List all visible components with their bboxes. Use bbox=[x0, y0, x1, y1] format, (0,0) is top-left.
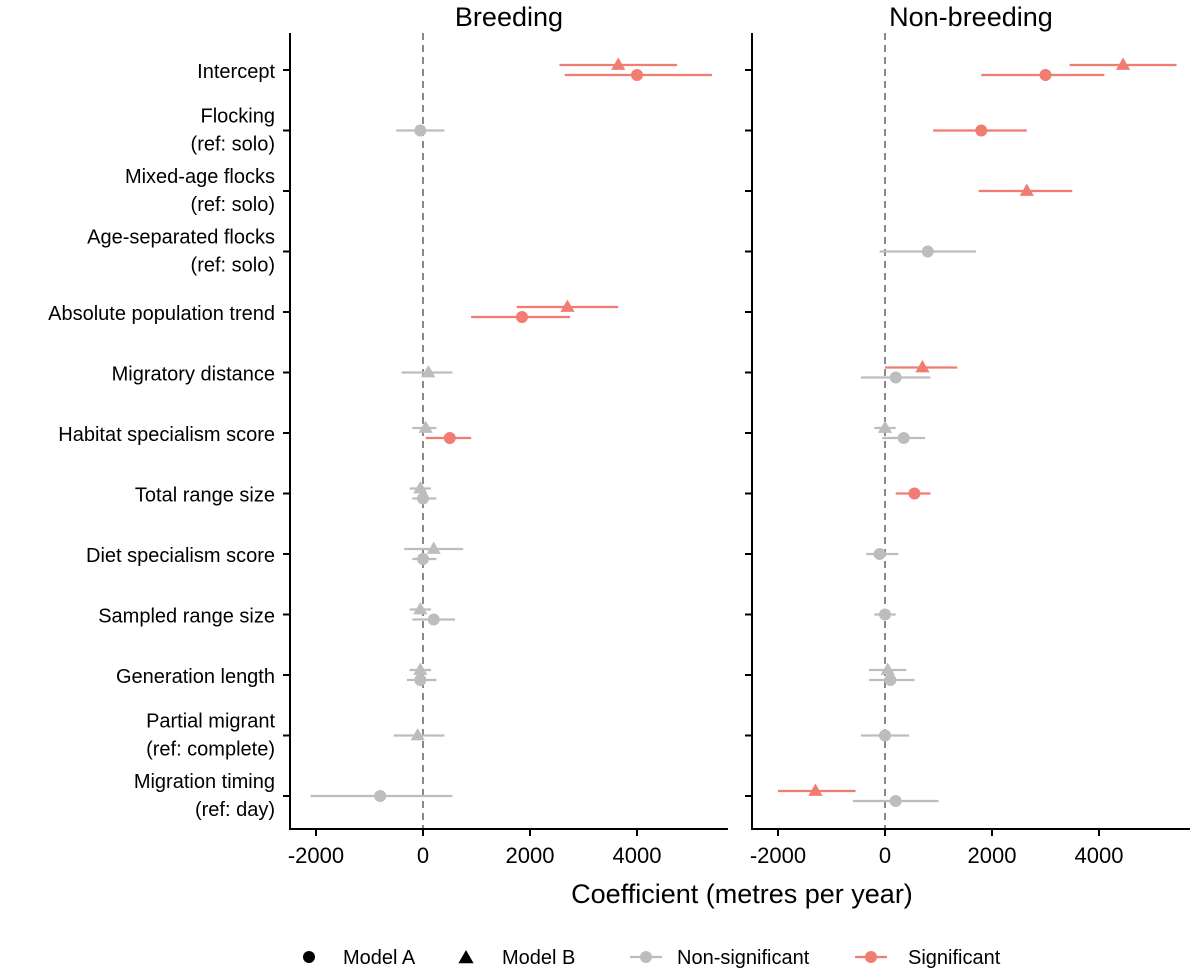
x-tick-label: -2000 bbox=[750, 843, 806, 868]
row-label: Sampled range size bbox=[98, 606, 275, 628]
estimate-triangle bbox=[426, 541, 441, 554]
panel-non-breeding: Non-breeding -2000 0 2000 4000 bbox=[745, 2, 1190, 868]
estimate-triangle bbox=[413, 481, 428, 494]
estimate-circle bbox=[975, 124, 988, 137]
row-label: Intercept bbox=[197, 61, 275, 83]
row-label: Generation length bbox=[116, 666, 275, 688]
estimate-circle bbox=[921, 245, 934, 258]
estimate-triangle bbox=[413, 602, 428, 615]
legend-label: Significant bbox=[908, 947, 1001, 969]
estimate-circle bbox=[427, 613, 440, 626]
legend-label: Model A bbox=[343, 947, 416, 969]
x-tick-label: 0 bbox=[879, 843, 891, 868]
row-label: (ref: solo) bbox=[191, 255, 275, 277]
estimate-circle bbox=[374, 790, 387, 802]
panels: Breeding -2000 0 2000 4000 Non-breeding -2000 0… bbox=[283, 2, 1190, 868]
row-label: (ref: complete) bbox=[146, 739, 275, 761]
row-label: Habitat specialism score bbox=[58, 424, 275, 446]
legend-triangle-marker bbox=[458, 950, 474, 964]
estimate-triangle bbox=[413, 662, 428, 675]
x-tick-label: 4000 bbox=[613, 843, 662, 868]
estimate-triangle bbox=[880, 662, 895, 675]
row-label: Migration timing bbox=[134, 771, 275, 793]
row-label: Absolute population trend bbox=[48, 303, 275, 325]
legend-circle-marker bbox=[303, 951, 315, 963]
legend-label: Model B bbox=[502, 947, 575, 969]
legend-item: Model B bbox=[458, 947, 575, 969]
estimate-triangle bbox=[560, 299, 575, 312]
x-tick-label: 4000 bbox=[1075, 843, 1124, 868]
legend-item: Non-significant bbox=[630, 947, 810, 969]
row-label: Partial migrant bbox=[146, 711, 275, 733]
estimate-circle bbox=[417, 492, 429, 505]
row-label: Migratory distance bbox=[112, 364, 275, 386]
estimate-circle bbox=[417, 553, 429, 565]
estimate-circle bbox=[889, 371, 902, 384]
estimate-triangle bbox=[410, 728, 425, 741]
panel-breeding: Breeding -2000 0 2000 4000 bbox=[283, 2, 728, 868]
estimate-triangle bbox=[418, 420, 433, 433]
estimate-circle bbox=[515, 311, 528, 323]
row-label: (ref: day) bbox=[195, 799, 275, 821]
estimate-circle bbox=[908, 487, 921, 500]
row-labels: Intercept Flocking (ref: solo) Mixed-age fl… bbox=[48, 61, 275, 821]
estimate-circle bbox=[879, 608, 891, 621]
estimate-circle bbox=[1039, 69, 1052, 81]
row-label: Age-separated flocks bbox=[87, 227, 275, 249]
estimate-triangle bbox=[1019, 183, 1034, 196]
legend-item: Significant bbox=[855, 947, 1001, 969]
legend-item: Model A bbox=[303, 947, 416, 969]
estimate-circle bbox=[414, 124, 427, 137]
row-label: (ref: solo) bbox=[191, 134, 275, 156]
panel-title: Breeding bbox=[455, 2, 563, 32]
panel-title: Non-breeding bbox=[889, 2, 1053, 32]
estimate-triangle bbox=[877, 420, 893, 433]
estimate-circle bbox=[889, 795, 902, 807]
x-tick-label: -2000 bbox=[288, 843, 344, 868]
estimate-triangle bbox=[611, 57, 626, 70]
estimate-circle bbox=[631, 69, 643, 81]
estimate-circle bbox=[443, 432, 456, 444]
x-tick-label: 0 bbox=[417, 843, 429, 868]
estimate-triangle bbox=[1115, 57, 1131, 70]
row-label: Mixed-age flocks bbox=[125, 166, 275, 188]
estimate-circle bbox=[879, 729, 891, 742]
estimate-triangle bbox=[421, 365, 436, 378]
legend-circle-marker bbox=[640, 951, 652, 963]
x-tick-label: 2000 bbox=[968, 843, 1017, 868]
estimate-triangle bbox=[808, 783, 823, 796]
estimate-circle bbox=[414, 674, 427, 686]
row-label: Diet specialism score bbox=[86, 545, 275, 567]
legend-label: Non-significant bbox=[677, 947, 810, 969]
estimate-circle bbox=[897, 432, 910, 444]
legend: Model A Model B Non-significant Significant bbox=[303, 947, 1001, 969]
estimate-circle bbox=[873, 548, 886, 560]
x-axis-label: Coefficient (metres per year) bbox=[571, 879, 913, 909]
x-tick-label: 2000 bbox=[506, 843, 555, 868]
row-label: Flocking bbox=[201, 106, 275, 128]
legend-circle-marker bbox=[865, 951, 877, 963]
estimate-circle bbox=[884, 674, 897, 686]
row-label: Total range size bbox=[135, 485, 275, 507]
estimate-triangle bbox=[915, 360, 930, 373]
row-label: (ref: solo) bbox=[191, 194, 275, 216]
